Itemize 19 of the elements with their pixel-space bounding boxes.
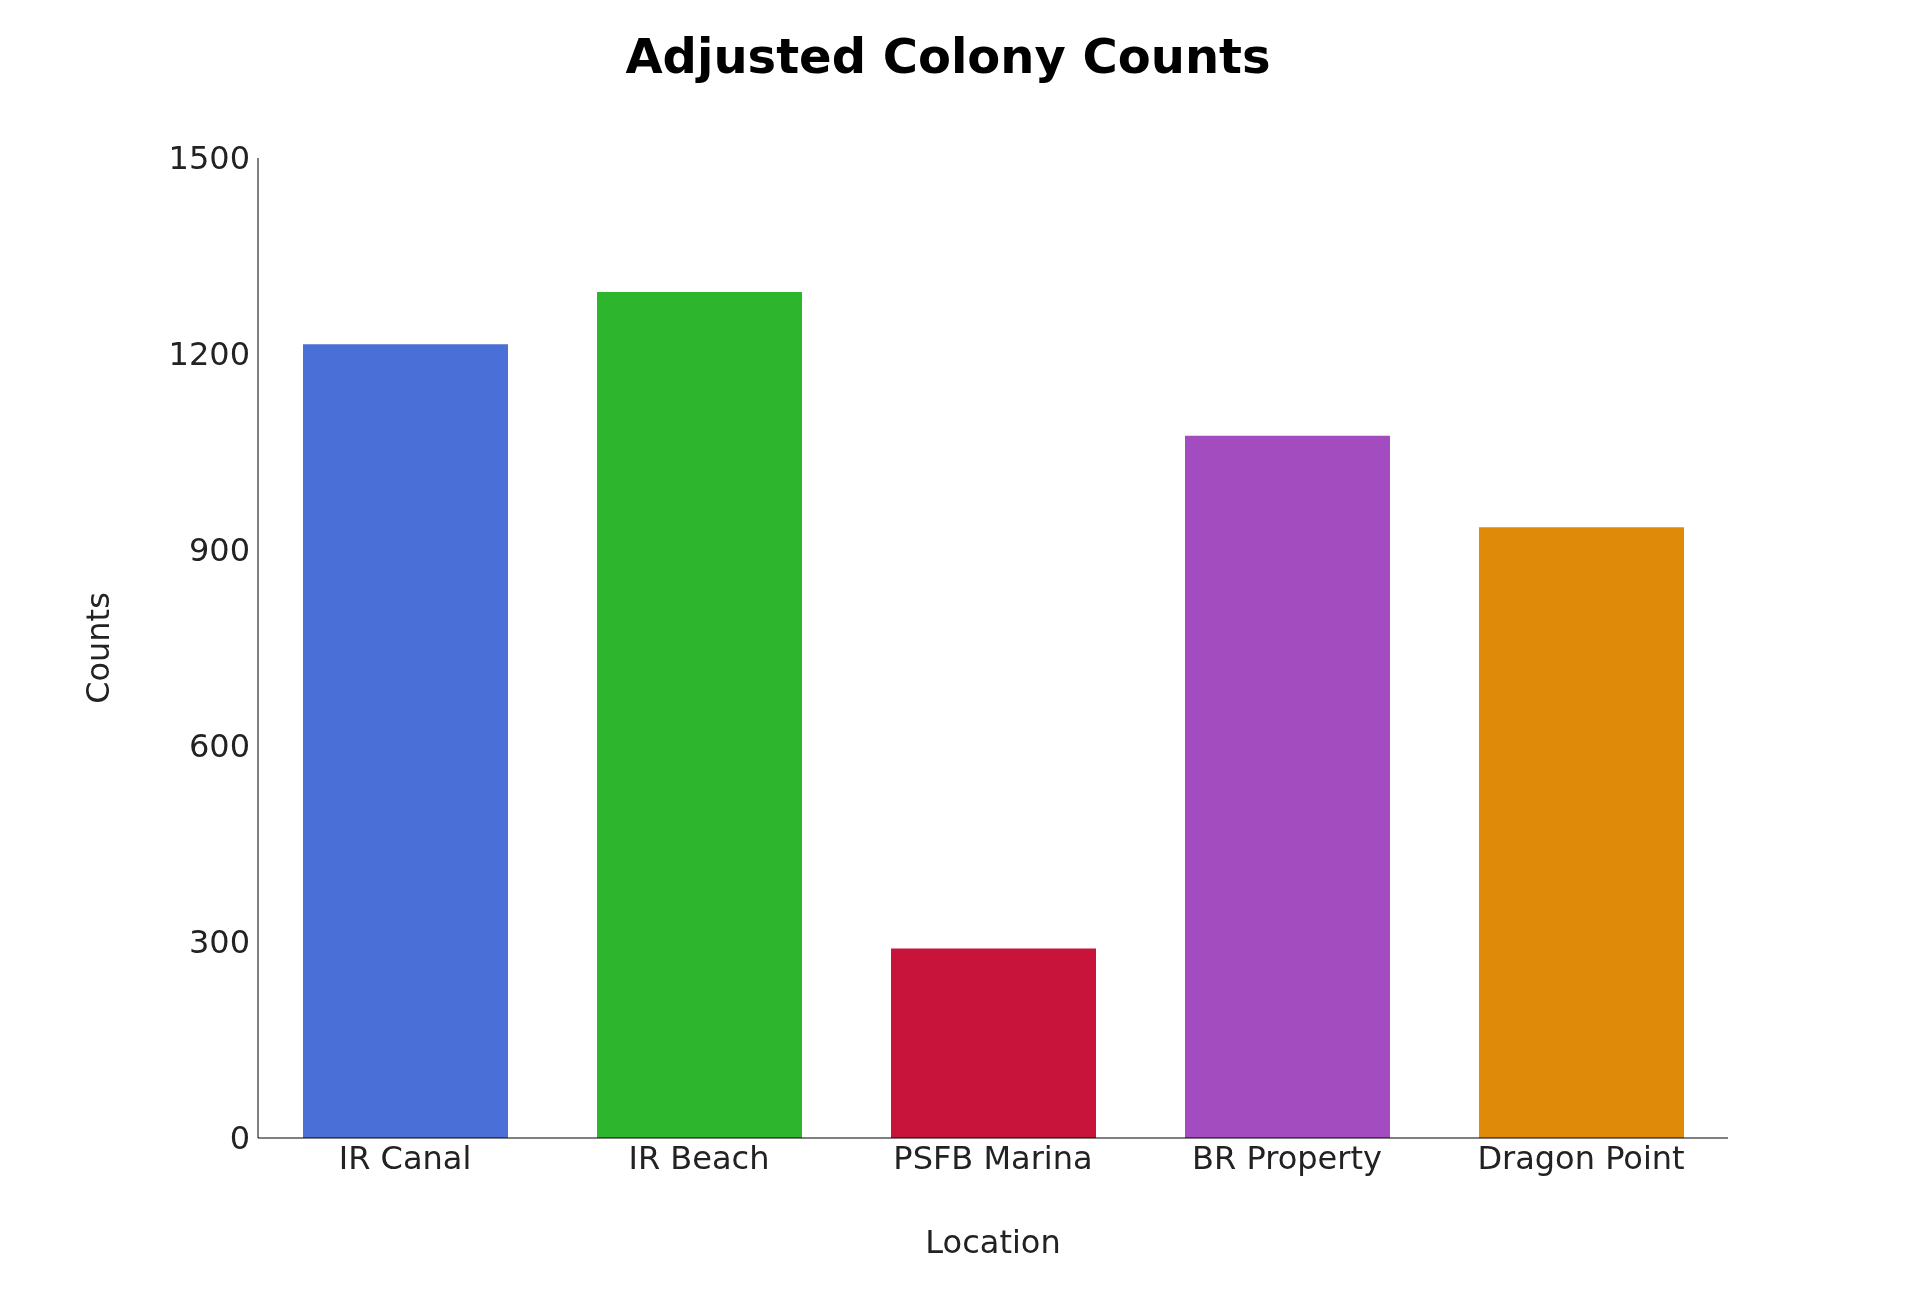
bar: [891, 948, 1096, 1138]
chart-title: Adjusted Colony Counts: [624, 27, 1272, 86]
y-tick-label: 1200: [168, 335, 250, 374]
y-tick-label: 600: [188, 727, 250, 766]
bar: [303, 344, 508, 1138]
y-tick-label: 300: [188, 923, 250, 962]
bar: [1479, 527, 1684, 1138]
y-tick-label: 1500: [168, 139, 250, 178]
x-tick-label: BR Property: [1192, 1138, 1382, 1177]
y-tick-label: 900: [188, 531, 250, 570]
y-tick-label: 0: [229, 1119, 250, 1158]
x-tick-label: Dragon Point: [1477, 1138, 1685, 1177]
x-tick-label: PSFB Marina: [893, 1138, 1093, 1177]
x-axis-title: Location: [925, 1223, 1061, 1261]
y-axis-title: Counts: [79, 592, 118, 704]
bar: [597, 291, 802, 1138]
bar: [1185, 435, 1390, 1138]
x-tick-label: IR Beach: [628, 1138, 770, 1177]
x-tick-label: IR Canal: [338, 1138, 472, 1177]
